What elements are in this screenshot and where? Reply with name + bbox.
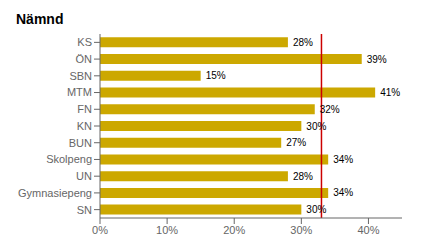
svg-text:32%: 32%	[320, 104, 340, 115]
svg-text:SN: SN	[77, 204, 92, 216]
svg-text:Gymnasiepeng: Gymnasiepeng	[18, 187, 92, 199]
svg-text:28%: 28%	[293, 37, 313, 48]
svg-text:KN: KN	[77, 120, 92, 132]
svg-text:15%: 15%	[206, 70, 226, 81]
svg-text:41%: 41%	[380, 87, 400, 98]
html-text:Nämnd: Nämnd	[16, 11, 64, 27]
svg-text:ÖN: ÖN	[76, 53, 93, 65]
svg-text:MTM: MTM	[67, 86, 92, 98]
svg-text:30%: 30%	[306, 204, 326, 215]
svg-text:0%: 0%	[92, 224, 108, 236]
svg-text:30%: 30%	[306, 121, 326, 132]
svg-text:UN: UN	[76, 170, 92, 182]
svg-text:39%: 39%	[367, 54, 387, 65]
svg-text:27%: 27%	[286, 137, 306, 148]
svg-text:20%: 20%	[223, 224, 245, 236]
svg-text:10%: 10%	[156, 224, 178, 236]
svg-text:28%: 28%	[293, 171, 313, 182]
svg-text:34%: 34%	[333, 187, 353, 198]
svg-text:34%: 34%	[333, 154, 353, 165]
svg-text:SBN: SBN	[69, 70, 92, 82]
svg-text:40%: 40%	[357, 224, 379, 236]
svg-text:30%: 30%	[290, 224, 312, 236]
svg-text:KS: KS	[77, 36, 92, 48]
svg-text:FN: FN	[77, 103, 92, 115]
svg-text:Skolpeng: Skolpeng	[46, 153, 92, 165]
svg-text:BUN: BUN	[69, 137, 92, 149]
